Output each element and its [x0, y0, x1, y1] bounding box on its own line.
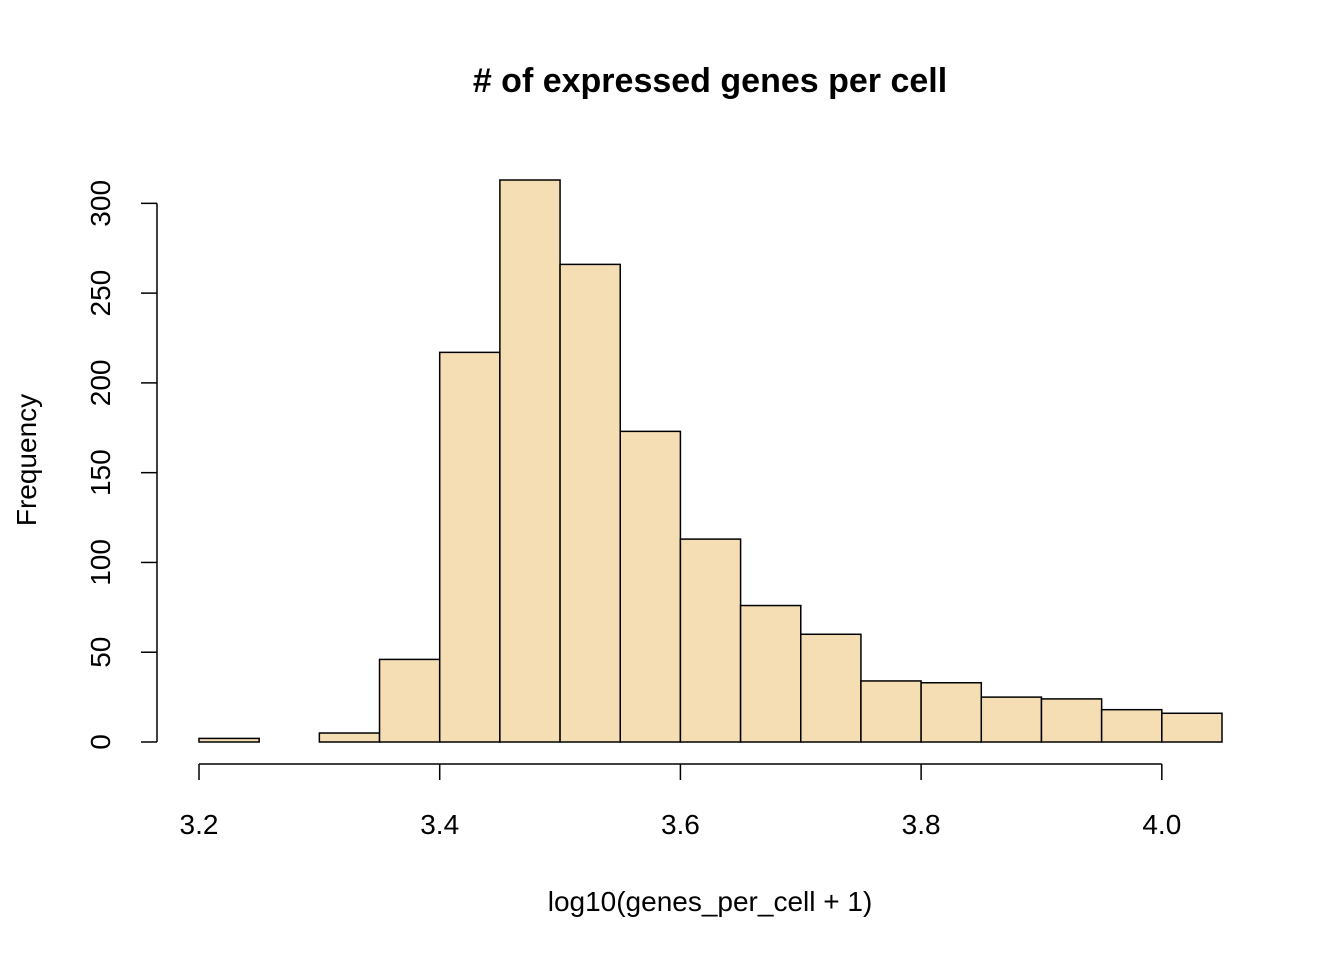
y-axis-label: Frequency — [11, 394, 42, 526]
x-tick-label: 3.6 — [661, 809, 700, 840]
y-tick-label: 200 — [85, 360, 116, 407]
histogram-bar — [559, 263, 621, 743]
histogram-bar — [739, 604, 802, 743]
histogram-bar — [920, 681, 983, 743]
histogram-bar — [438, 351, 501, 743]
histogram-bar — [800, 633, 862, 743]
histogram-bar — [679, 538, 742, 743]
x-tick-label: 3.4 — [420, 809, 459, 840]
x-tick-label: 4.0 — [1142, 809, 1181, 840]
y-axis: 0 50 100 150 200 250 300 — [85, 180, 158, 750]
y-tick-label: 250 — [85, 270, 116, 317]
x-axis-label: log10(genes_per_cell + 1) — [548, 886, 873, 917]
chart-title: # of expressed genes per cell — [473, 62, 947, 100]
y-tick-label: 300 — [85, 180, 116, 227]
histogram-bar — [619, 430, 682, 743]
y-tick-label: 0 — [85, 734, 116, 750]
histogram-bar — [980, 696, 1043, 743]
y-tick-label: 150 — [85, 449, 116, 496]
histogram-bar — [198, 737, 260, 743]
histogram-bar — [318, 732, 381, 743]
y-tick-label: 50 — [85, 637, 116, 668]
histogram-bar — [860, 680, 922, 743]
histogram-bar — [1100, 708, 1163, 743]
y-tick-label: 100 — [85, 539, 116, 586]
histogram-bar — [499, 179, 561, 743]
histogram-bar — [1040, 698, 1103, 743]
x-tick-label: 3.2 — [180, 809, 219, 840]
histogram-bar — [378, 658, 441, 743]
bars-group — [198, 179, 1223, 743]
histogram-bar — [1161, 712, 1223, 743]
x-axis: 3.2 3.4 3.6 3.8 4.0 — [180, 763, 1181, 840]
x-tick-label: 3.8 — [902, 809, 941, 840]
